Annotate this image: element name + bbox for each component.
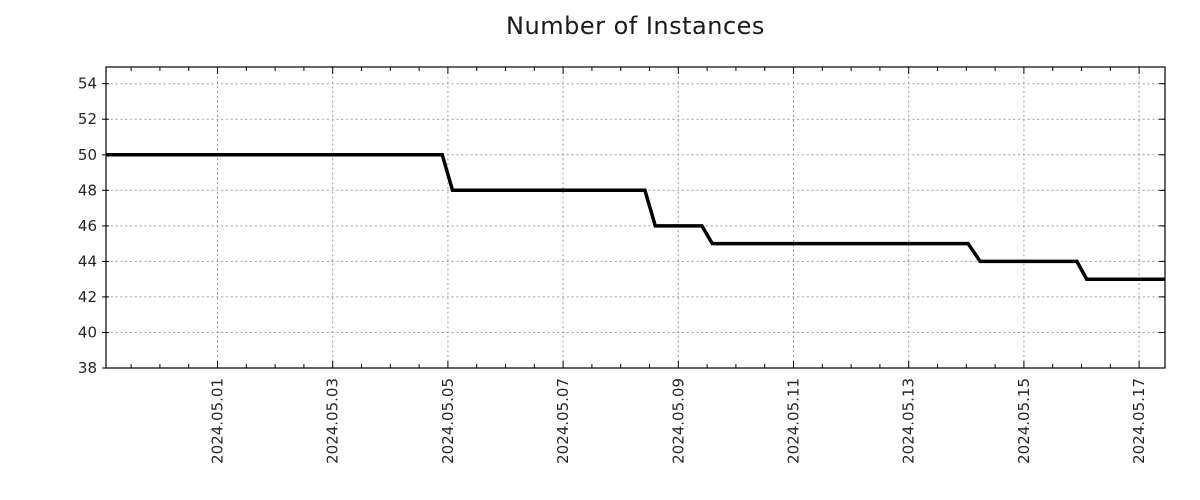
y-tick-label: 40 (78, 324, 97, 342)
y-tick-label: 44 (78, 252, 97, 270)
x-tick-label: 2024.05.11 (785, 378, 803, 464)
y-tick-label: 50 (78, 146, 97, 164)
x-tick-label: 2024.05.03 (324, 378, 342, 464)
y-tick-label: 42 (78, 288, 97, 306)
x-tick-label: 2024.05.01 (209, 378, 227, 464)
x-tick-label: 2024.05.13 (900, 378, 918, 464)
plot-border (105, 66, 1166, 369)
x-tick-label: 2024.05.05 (439, 378, 457, 464)
y-tick-label: 52 (78, 110, 97, 128)
x-tick-label: 2024.05.09 (669, 378, 687, 464)
y-tick-label: 46 (78, 217, 97, 235)
y-tick-label: 48 (78, 181, 97, 199)
chart-title: Number of Instances (506, 12, 765, 40)
y-tick-label: 54 (78, 75, 97, 93)
x-tick-label: 2024.05.07 (554, 378, 572, 464)
series-line (106, 153, 1165, 281)
x-tick-label: 2024.05.17 (1130, 378, 1148, 464)
x-tick-label: 2024.05.15 (1015, 378, 1033, 464)
y-tick-label: 38 (78, 359, 97, 377)
